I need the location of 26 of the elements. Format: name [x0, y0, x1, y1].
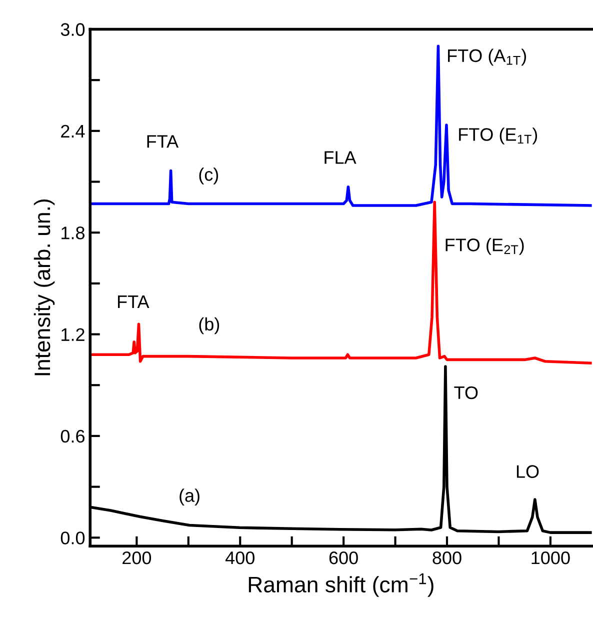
y-tick-label: 1.8	[62, 226, 84, 240]
annotation: LO	[516, 465, 539, 478]
annotation: FLA	[324, 151, 356, 164]
annotation: FTO (E$_{1T}$)	[459, 128, 538, 144]
annotation: (a)	[180, 488, 200, 506]
x-tick-label: 200	[122, 551, 152, 564]
annotation: FTO (A$_{1T}$)	[448, 48, 526, 66]
y-axis-title: Intensity (arb. un.)	[34, 200, 55, 376]
x-axis-title: Raman shift (cm$^{−1}$)	[248, 573, 434, 597]
x-tick-label: 600	[329, 551, 358, 564]
y-tick-label: 0.6	[60, 430, 84, 443]
y-tick-label: 0.0	[60, 532, 85, 544]
annotation: FTA	[147, 135, 179, 148]
y-tick-label: 3.0	[60, 23, 85, 36]
annotation: FTO (E$_{2T}$)	[446, 238, 524, 255]
x-tick-label: 400	[225, 551, 254, 564]
annotation: FTA	[118, 296, 150, 308]
y-tick-label: 1.2	[62, 328, 84, 341]
y-tick-label: 2.4	[61, 124, 85, 138]
annotation: (b)	[199, 317, 220, 334]
x-tick-label: 1000	[532, 551, 570, 564]
line-series	[90, 200, 592, 364]
x-tick-label: 800	[432, 551, 462, 564]
line-series	[90, 44, 592, 207]
annotation: (c)	[199, 168, 218, 184]
annotation: TO	[454, 386, 478, 400]
